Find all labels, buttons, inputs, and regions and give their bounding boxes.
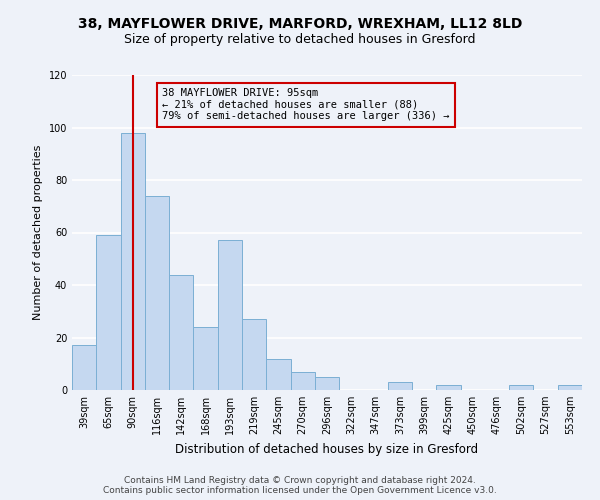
Bar (558, 385, 582, 390)
Bar (388, 382, 412, 390)
Bar (145, 196, 169, 390)
Text: 38, MAYFLOWER DRIVE, MARFORD, WREXHAM, LL12 8LD: 38, MAYFLOWER DRIVE, MARFORD, WREXHAM, L… (78, 18, 522, 32)
Bar (193, 327, 218, 390)
Text: Size of property relative to detached houses in Gresford: Size of property relative to detached ho… (124, 32, 476, 46)
Bar (436, 385, 461, 390)
X-axis label: Distribution of detached houses by size in Gresford: Distribution of detached houses by size … (175, 442, 479, 456)
Text: 38 MAYFLOWER DRIVE: 95sqm
← 21% of detached houses are smaller (88)
79% of semi-: 38 MAYFLOWER DRIVE: 95sqm ← 21% of detac… (162, 88, 449, 122)
Bar (96, 235, 121, 390)
Bar (315, 377, 339, 390)
Bar (169, 274, 193, 390)
Bar (72, 346, 96, 390)
Y-axis label: Number of detached properties: Number of detached properties (33, 145, 43, 320)
Bar (121, 132, 145, 390)
Bar (242, 319, 266, 390)
Bar (266, 358, 290, 390)
Text: Contains HM Land Registry data © Crown copyright and database right 2024.
Contai: Contains HM Land Registry data © Crown c… (103, 476, 497, 495)
Bar (218, 240, 242, 390)
Bar (290, 372, 315, 390)
Bar (509, 385, 533, 390)
